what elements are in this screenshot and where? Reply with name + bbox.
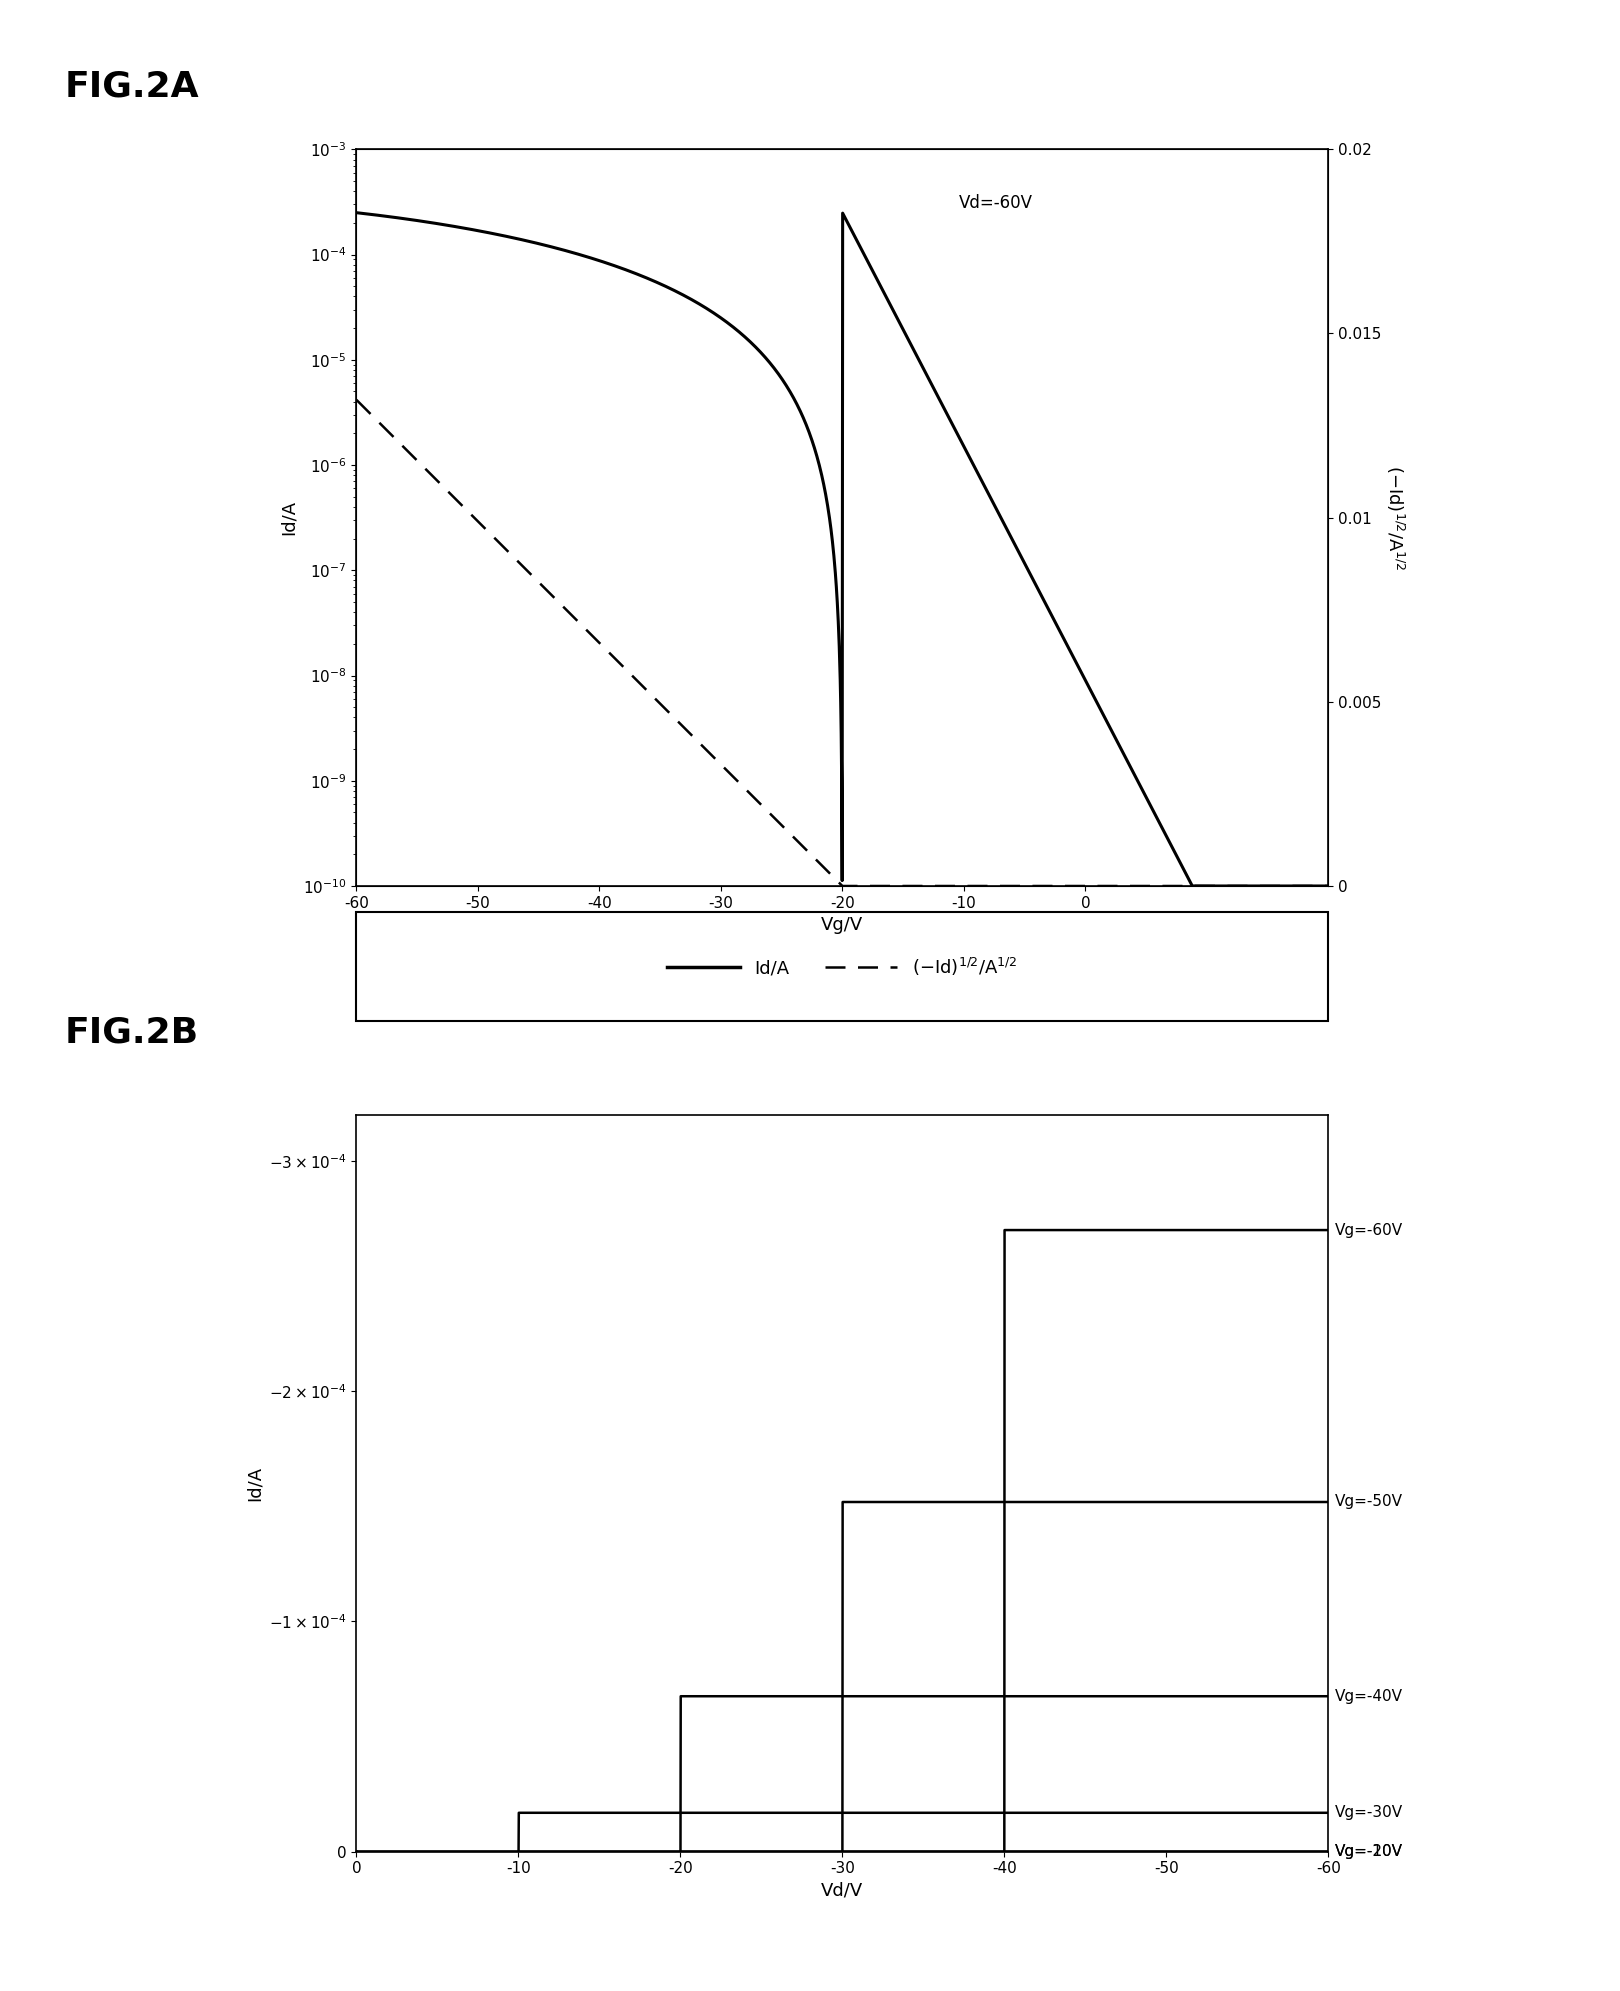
Text: FIG.2B: FIG.2B (65, 1015, 199, 1049)
Text: Vg=-50V: Vg=-50V (1335, 1495, 1403, 1509)
Y-axis label: Id/A: Id/A (280, 500, 298, 536)
Legend: Id/A, $\mathregular{(-Id)^{1/2}/A^{1/2}}$: Id/A, $\mathregular{(-Id)^{1/2}/A^{1/2}}… (659, 948, 1025, 986)
Y-axis label: $\mathregular{(-Id)^{1/2}/A^{1/2}}$: $\mathregular{(-Id)^{1/2}/A^{1/2}}$ (1385, 466, 1406, 569)
Text: FIG.2A: FIG.2A (65, 70, 199, 104)
Text: Vd=-60V: Vd=-60V (959, 193, 1034, 211)
Text: Vg=-20V: Vg=-20V (1335, 1844, 1403, 1860)
X-axis label: Vd/V: Vd/V (821, 1881, 863, 1899)
Text: Vg=-60V: Vg=-60V (1335, 1222, 1403, 1238)
Y-axis label: Id/A: Id/A (245, 1465, 264, 1501)
Text: Vg=-10V: Vg=-10V (1335, 1844, 1403, 1860)
X-axis label: Vg/V: Vg/V (821, 916, 863, 934)
Text: Vg=-40V: Vg=-40V (1335, 1688, 1403, 1704)
Text: Vg=-30V: Vg=-30V (1335, 1806, 1403, 1820)
